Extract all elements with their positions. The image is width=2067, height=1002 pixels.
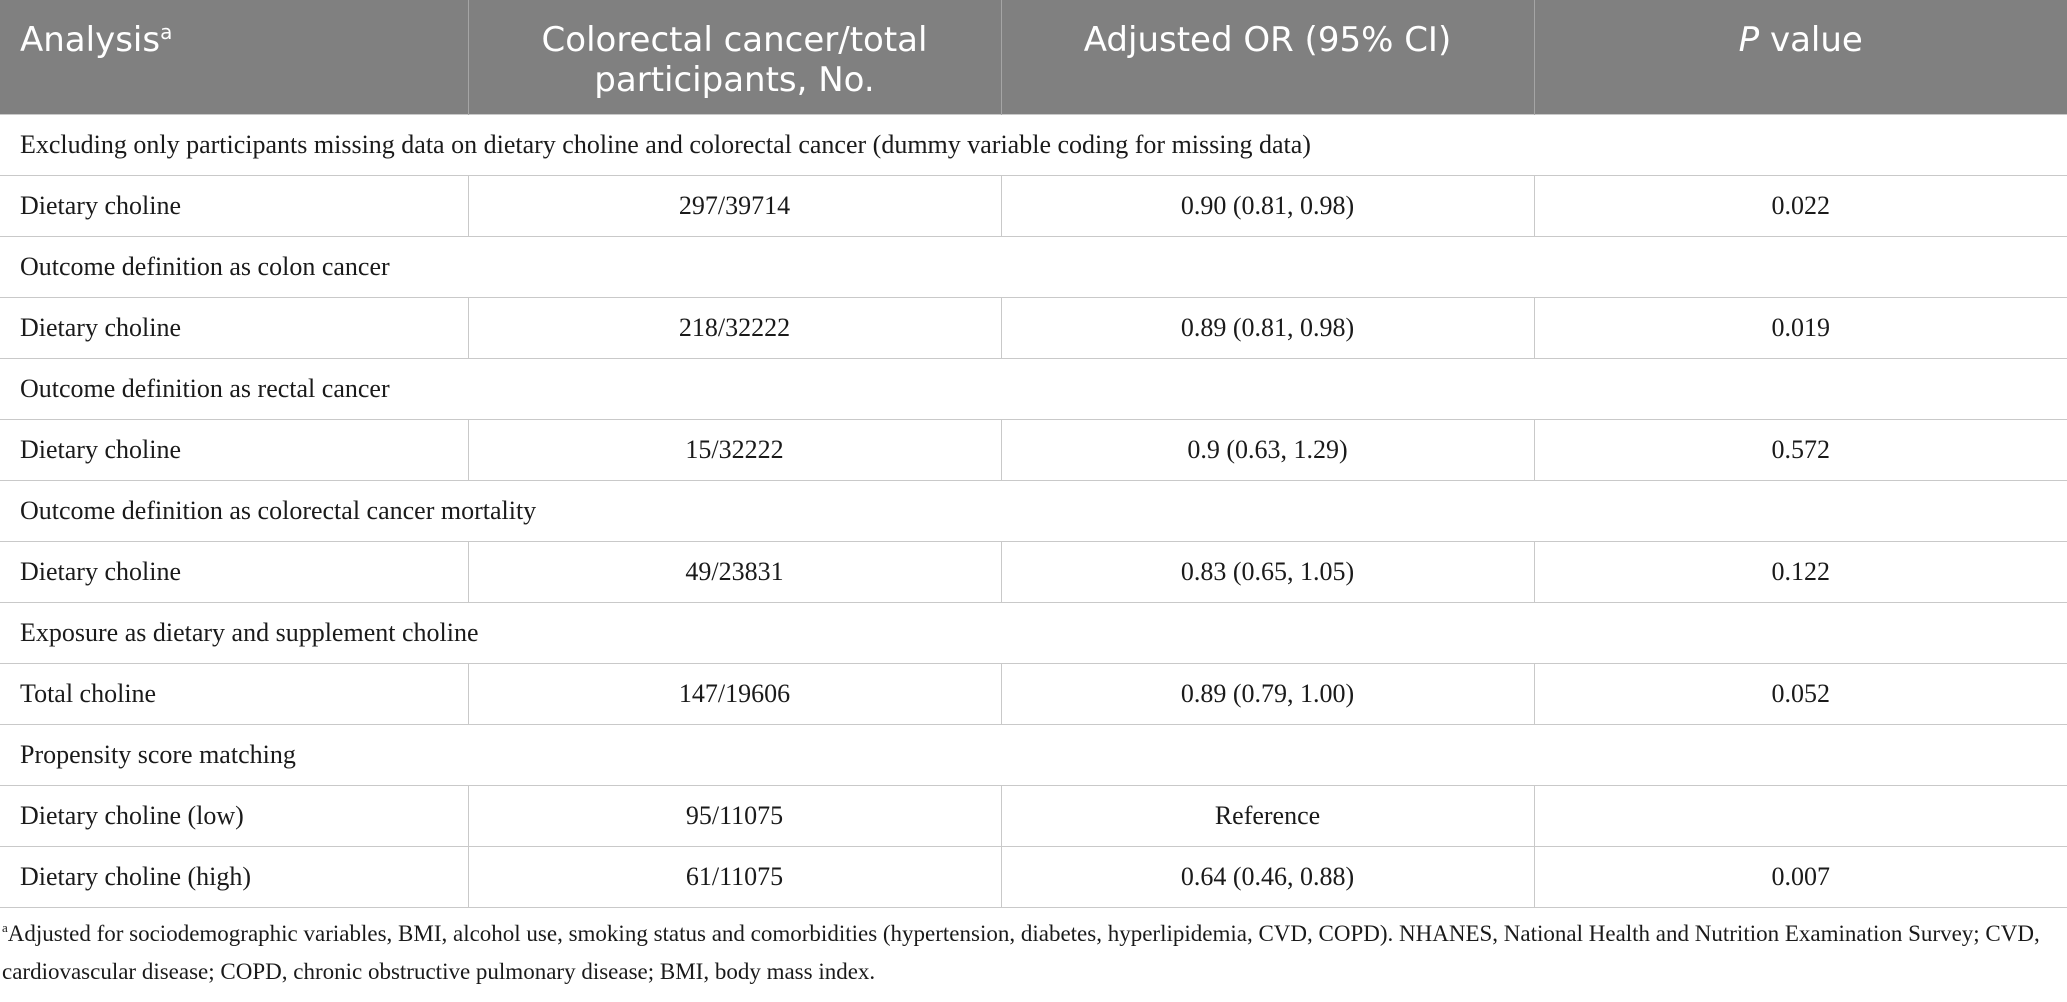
cases-cell: 147/19606 xyxy=(468,662,1002,725)
row-label-cell: Dietary choline (low) xyxy=(0,784,469,847)
table-header: Analysisa Colorectal cancer/total partici… xyxy=(0,0,2067,114)
sensitivity-analysis-table: Analysisa Colorectal cancer/total partici… xyxy=(0,0,2067,908)
adjusted-or-cell: 0.89 (0.79, 1.00) xyxy=(1001,662,1535,725)
footnote-marker: a xyxy=(2,919,8,935)
table-footnote: aAdjusted for sociodemographic variables… xyxy=(0,915,2054,991)
section-header-row: Outcome definition as rectal cancer xyxy=(0,357,2067,420)
cases-cell: 95/11075 xyxy=(468,784,1002,847)
section-header-row: Outcome definition as colorectal cancer … xyxy=(0,479,2067,542)
table-row: Dietary choline 15/32222 0.9 (0.63, 1.29) 0… xyxy=(0,418,2067,481)
cases-cell: 297/39714 xyxy=(468,174,1002,237)
section-title: Outcome definition as rectal cancer xyxy=(0,357,2067,420)
table-row: Dietary choline 297/39714 0.90 (0.81, 0.98… xyxy=(0,174,2067,237)
section-title: Excluding only participants missing data… xyxy=(0,113,2067,176)
header-p-rest: value xyxy=(1759,20,1863,60)
table-row: Dietary choline (low) 95/11075 Reference xyxy=(0,784,2067,847)
row-label-cell: Dietary choline xyxy=(0,174,469,237)
adjusted-or-cell: 0.9 (0.63, 1.29) xyxy=(1001,418,1535,481)
header-adjusted-or-label: Adjusted OR (95% CI) xyxy=(1083,20,1452,60)
header-cases: Colorectal cancer/total participants, No. xyxy=(468,0,1002,114)
adjusted-or-cell: 0.89 (0.81, 0.98) xyxy=(1001,296,1535,359)
row-label-cell: Dietary choline xyxy=(0,296,469,359)
table-row: Dietary choline 49/23831 0.83 (0.65, 1.05)… xyxy=(0,540,2067,603)
section-title: Exposure as dietary and supplement choli… xyxy=(0,601,2067,664)
header-p-value: P value xyxy=(1534,0,2067,114)
header-analysis-footnote-marker: a xyxy=(160,20,173,44)
row-label-cell: Dietary choline xyxy=(0,540,469,603)
table-row: Dietary choline 218/32222 0.89 (0.81, 0.98… xyxy=(0,296,2067,359)
header-cases-line1: Colorectal cancer/total xyxy=(541,20,928,60)
section-header-row: Propensity score matching xyxy=(0,723,2067,786)
row-label-cell: Dietary choline (high) xyxy=(0,845,469,908)
adjusted-or-cell: 0.83 (0.65, 1.05) xyxy=(1001,540,1535,603)
section-header-row: Exposure as dietary and supplement choli… xyxy=(0,601,2067,664)
header-row: Analysisa Colorectal cancer/total partici… xyxy=(0,0,2067,114)
header-p-italic: P xyxy=(1738,20,1760,60)
section-title: Outcome definition as colorectal cancer … xyxy=(0,479,2067,542)
table-row: Dietary choline (high) 61/11075 0.64 (0.46… xyxy=(0,845,2067,908)
adjusted-or-cell: Reference xyxy=(1001,784,1535,847)
header-adjusted-or: Adjusted OR (95% CI) xyxy=(1001,0,1535,114)
header-analysis: Analysisa xyxy=(0,0,469,114)
cases-cell: 49/23831 xyxy=(468,540,1002,603)
adjusted-or-cell: 0.64 (0.46, 0.88) xyxy=(1001,845,1535,908)
adjusted-or-cell: 0.90 (0.81, 0.98) xyxy=(1001,174,1535,237)
cases-cell: 61/11075 xyxy=(468,845,1002,908)
table-body: Excluding only participants missing data… xyxy=(0,113,2067,908)
cases-cell: 218/32222 xyxy=(468,296,1002,359)
p-value-cell: 0.572 xyxy=(1534,418,2067,481)
section-title: Outcome definition as colon cancer xyxy=(0,235,2067,298)
footnote-text: Adjusted for sociodemographic variables,… xyxy=(2,920,2040,984)
p-value-cell: 0.019 xyxy=(1534,296,2067,359)
section-title: Propensity score matching xyxy=(0,723,2067,786)
row-label-cell: Dietary choline xyxy=(0,418,469,481)
p-value-cell: 0.052 xyxy=(1534,662,2067,725)
header-analysis-label: Analysis xyxy=(20,20,161,60)
section-header-row: Outcome definition as colon cancer xyxy=(0,235,2067,298)
cases-cell: 15/32222 xyxy=(468,418,1002,481)
header-cases-line2: participants, No. xyxy=(594,60,875,100)
p-value-cell: 0.022 xyxy=(1534,174,2067,237)
p-value-cell: 0.007 xyxy=(1534,845,2067,908)
p-value-cell xyxy=(1534,784,2067,847)
table-row: Total choline 147/19606 0.89 (0.79, 1.00) 0… xyxy=(0,662,2067,725)
p-value-cell: 0.122 xyxy=(1534,540,2067,603)
section-header-row: Excluding only participants missing data… xyxy=(0,113,2067,176)
row-label-cell: Total choline xyxy=(0,662,469,725)
